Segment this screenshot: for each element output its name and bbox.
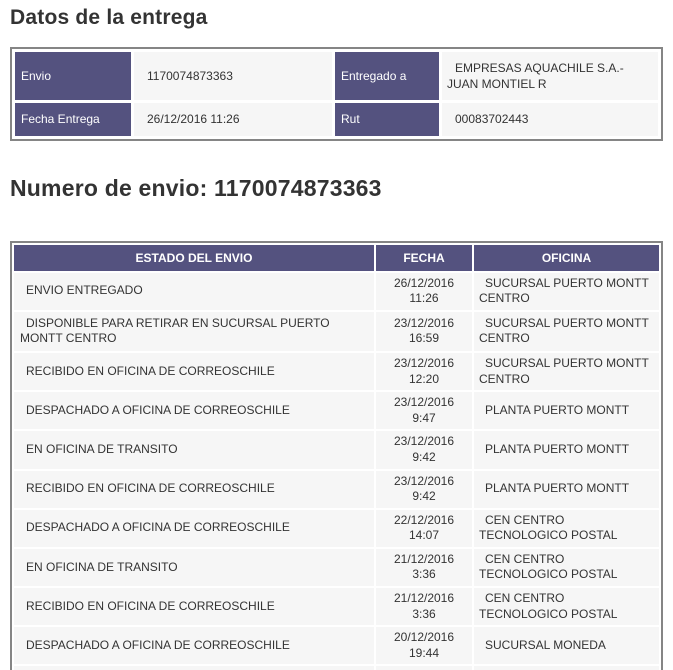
oficina-cell: CEN CENTRO TECNOLOGICO POSTAL	[474, 588, 659, 626]
oficina-cell: SUCURSAL MONEDA	[474, 627, 659, 665]
fecha-date: 21/12/2016	[393, 551, 455, 566]
delivery-info-table: Envio 1170074873363 Entregado a EMPRESAS…	[10, 47, 663, 141]
fecha-cell: 21/12/2016 3:36	[376, 548, 472, 587]
tracking-row: ENVIO ENTREGADO 26/12/2016 11:26 SUCURSAL…	[14, 272, 659, 310]
fecha-cell: 21/12/2016 3:36	[376, 588, 472, 626]
shipment-number-heading: Numero de envio: 1170074873363	[10, 174, 382, 201]
fecha-date: 23/12/2016	[393, 355, 455, 370]
fecha-time: 3:36	[412, 606, 436, 621]
field-label-fecha-entrega: Fecha Entrega	[15, 103, 131, 136]
fecha-time: 19:44	[408, 645, 440, 660]
field-value-fecha-entrega: 26/12/2016 11:26	[134, 103, 332, 136]
field-label-envio: Envio	[15, 52, 131, 101]
oficina-cell: PLANTA PUERTO MONTT	[474, 470, 659, 508]
fecha-cell: 22/12/2016 14:07	[376, 509, 472, 547]
estado-cell: RECIBIDO POR CORREOSCHILE	[14, 666, 374, 670]
fecha-time: 12:20	[408, 371, 440, 386]
tracking-row: RECIBIDO EN OFICINA DE CORREOSCHILE 23/1…	[14, 352, 659, 391]
field-value-rut: 00083702443	[442, 103, 658, 136]
fecha-time: 9:42	[412, 449, 436, 464]
fecha-date: 22/12/2016	[393, 512, 455, 527]
tracking-row: DESPACHADO A OFICINA DE CORREOSCHILE 20/…	[14, 627, 659, 665]
fecha-cell: 23/12/2016 9:47	[376, 392, 472, 430]
fecha-date: 20/12/2016	[393, 630, 455, 645]
oficina-cell: SUCURSAL PUERTO MONTT CENTRO	[474, 272, 659, 310]
field-label-entregado-a: Entregado a	[335, 52, 439, 101]
estado-cell: RECIBIDO EN OFICINA DE CORREOSCHILE	[14, 470, 374, 508]
tracking-row: RECIBIDO EN OFICINA DE CORREOSCHILE 21/1…	[14, 588, 659, 626]
column-header-estado: ESTADO DEL ENVIO	[14, 244, 374, 271]
field-value-entregado-a: EMPRESAS AQUACHILE S.A.-JUAN MONTIEL R	[442, 52, 658, 101]
fecha-cell: 23/12/2016 12:20	[376, 352, 472, 391]
fecha-date: 23/12/2016	[393, 395, 455, 410]
tracking-row: EN OFICINA DE TRANSITO 23/12/2016 9:42 PL…	[14, 431, 659, 469]
delivery-info-row: Fecha Entrega 26/12/2016 11:26 Rut 00083…	[15, 103, 658, 136]
estado-cell: DESPACHADO A OFICINA DE CORREOSCHILE	[14, 627, 374, 665]
fecha-time: 14:07	[408, 528, 440, 543]
oficina-cell: PLANTA PUERTO MONTT	[474, 392, 659, 430]
fecha-time: 16:59	[408, 331, 440, 346]
tracking-row: DESPACHADO A OFICINA DE CORREOSCHILE 22/…	[14, 509, 659, 547]
estado-cell: EN OFICINA DE TRANSITO	[14, 548, 374, 587]
tracking-header-row: ESTADO DEL ENVIO FECHA OFICINA	[14, 244, 659, 271]
oficina-cell: SUCURSAL PUERTO MONTT CENTRO	[474, 311, 659, 351]
estado-cell: RECIBIDO EN OFICINA DE CORREOSCHILE	[14, 352, 374, 391]
oficina-cell: SUCURSAL MONEDA	[474, 666, 659, 670]
fecha-cell: 23/12/2016 9:42	[376, 470, 472, 508]
oficina-cell: PLANTA PUERTO MONTT	[474, 431, 659, 469]
estado-cell: EN OFICINA DE TRANSITO	[14, 431, 374, 469]
tracking-row: RECIBIDO POR CORREOSCHILE 20/12/201614:1…	[14, 666, 659, 670]
tracking-row: DESPACHADO A OFICINA DE CORREOSCHILE 23/…	[14, 392, 659, 430]
oficina-cell: CEN CENTRO TECNOLOGICO POSTAL	[474, 548, 659, 587]
oficina-cell: SUCURSAL PUERTO MONTT CENTRO	[474, 352, 659, 391]
fecha-date: 23/12/2016	[393, 473, 455, 488]
fecha-cell: 26/12/2016 11:26	[376, 272, 472, 310]
tracking-row: EN OFICINA DE TRANSITO 21/12/2016 3:36 CE…	[14, 548, 659, 587]
fecha-cell: 23/12/2016 9:42	[376, 431, 472, 469]
oficina-cell: CEN CENTRO TECNOLOGICO POSTAL	[474, 509, 659, 547]
estado-cell: RECIBIDO EN OFICINA DE CORREOSCHILE	[14, 588, 374, 626]
field-value-envio: 1170074873363	[134, 52, 332, 101]
fecha-cell: 20/12/2016 19:44	[376, 627, 472, 665]
fecha-time: 9:47	[412, 410, 436, 425]
fecha-date: 23/12/2016	[393, 315, 455, 330]
estado-cell: DESPACHADO A OFICINA DE CORREOSCHILE	[14, 509, 374, 547]
fecha-date: 26/12/2016	[393, 275, 455, 290]
field-label-rut: Rut	[335, 103, 439, 136]
tracking-history-table: ESTADO DEL ENVIO FECHA OFICINA ENVIO ENT…	[10, 240, 663, 670]
estado-cell: DESPACHADO A OFICINA DE CORREOSCHILE	[14, 392, 374, 430]
tracking-row: RECIBIDO EN OFICINA DE CORREOSCHILE 23/1…	[14, 470, 659, 508]
fecha-date: 21/12/2016	[393, 591, 455, 606]
page-title: Datos de la entrega	[10, 6, 208, 29]
estado-cell: DISPONIBLE PARA RETIRAR EN SUCURSAL PUER…	[14, 311, 374, 351]
fecha-time: 3:36	[412, 567, 436, 582]
column-header-oficina: OFICINA	[474, 244, 659, 271]
tracking-row: DISPONIBLE PARA RETIRAR EN SUCURSAL PUER…	[14, 311, 659, 351]
fecha-time: 9:42	[412, 489, 436, 504]
fecha-date: 23/12/2016	[393, 434, 455, 449]
column-header-fecha: FECHA	[376, 244, 472, 271]
fecha-cell: 23/12/2016 16:59	[376, 311, 472, 351]
estado-cell: ENVIO ENTREGADO	[14, 272, 374, 310]
delivery-info-row: Envio 1170074873363 Entregado a EMPRESAS…	[15, 52, 658, 101]
fecha-time: 11:26	[409, 291, 439, 306]
